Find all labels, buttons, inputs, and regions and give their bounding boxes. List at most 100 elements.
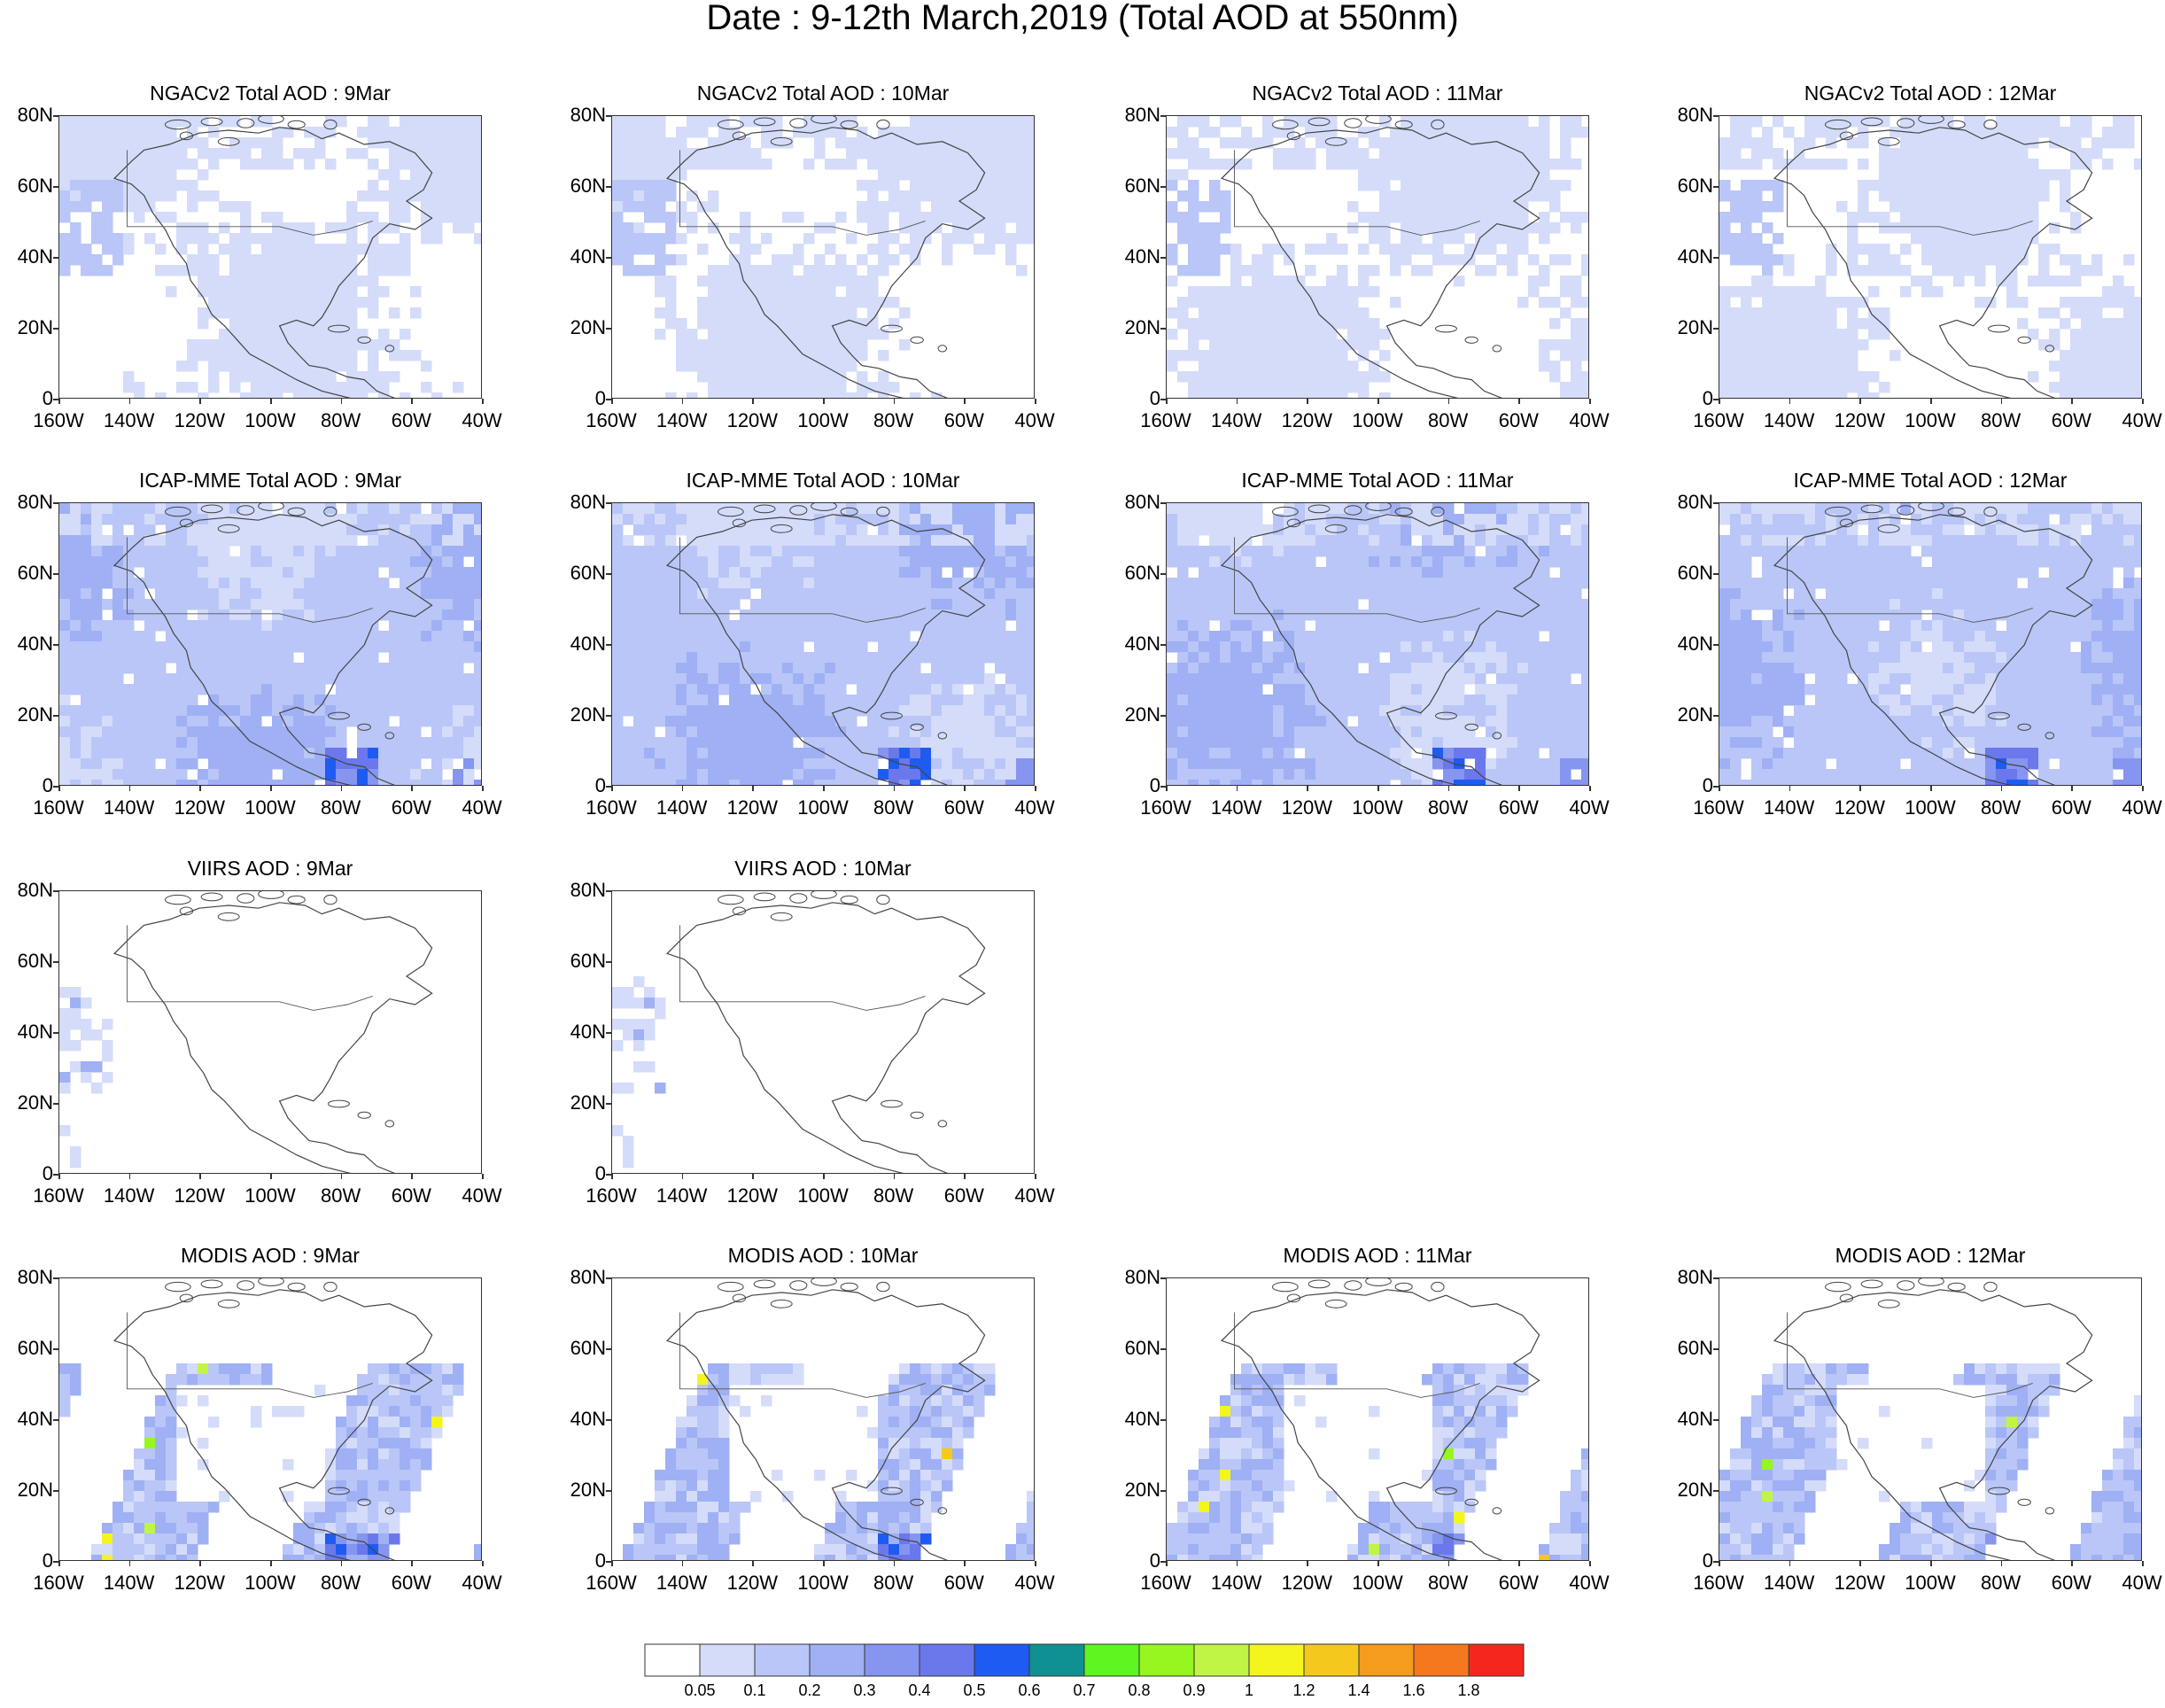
- lat-tick: [53, 502, 58, 504]
- aod-cell: [889, 180, 900, 191]
- aod-cell: [1220, 535, 1231, 547]
- aod-cell: [1401, 201, 1412, 213]
- aod-cell: [984, 758, 996, 770]
- aod-cell: [113, 716, 124, 727]
- aod-cell: [1847, 329, 1858, 340]
- aod-cell: [814, 254, 826, 266]
- aod-cell: [1815, 159, 1827, 170]
- aod-cell: [782, 631, 794, 642]
- aod-cell: [750, 371, 762, 383]
- aod-cell: [431, 663, 443, 674]
- aod-cell: [463, 758, 475, 770]
- aod-cell: [910, 127, 921, 138]
- aod-cell: [846, 339, 857, 351]
- aod-cell: [166, 190, 177, 202]
- aod-cell: [240, 159, 252, 170]
- aod-cell: [984, 514, 996, 525]
- aod-cell: [772, 382, 783, 393]
- aod-cell: [463, 748, 475, 759]
- aod-cell: [240, 297, 252, 308]
- aod-cell: [942, 588, 953, 600]
- aod-cell: [1751, 371, 1763, 383]
- aod-cell: [814, 609, 826, 621]
- aod-cell: [389, 695, 400, 706]
- aod-cell: [314, 361, 326, 372]
- aod-cell: [772, 588, 783, 600]
- aod-cell: [442, 588, 454, 600]
- aod-cell: [113, 684, 124, 695]
- aod-cell: [261, 705, 273, 717]
- aod-cell: [293, 286, 305, 298]
- aod-cell: [772, 631, 783, 642]
- aod-cell: [920, 127, 932, 138]
- aod-cell: [974, 578, 985, 589]
- aod-cell: [963, 212, 974, 223]
- aod-cell: [378, 503, 390, 515]
- aod-cell: [208, 631, 220, 642]
- aod-cell: [846, 392, 857, 399]
- aod-cell: [899, 159, 911, 170]
- aod-cell: [676, 758, 687, 770]
- aod-cell: [336, 737, 347, 749]
- aod-cell: [793, 758, 804, 770]
- aod-cell: [1027, 673, 1035, 685]
- aod-cell: [113, 127, 124, 138]
- aod-cell: [952, 503, 964, 515]
- aod-cell: [665, 148, 677, 159]
- aod-cell: [336, 695, 347, 706]
- aod-cell: [368, 663, 379, 674]
- aod-cell: [867, 276, 879, 287]
- aod-cell: [187, 567, 198, 578]
- aod-cell: [389, 769, 400, 780]
- aod-cell: [1305, 329, 1316, 340]
- aod-cell: [814, 329, 826, 340]
- aod-cell: [410, 695, 422, 706]
- aod-cell: [463, 535, 475, 547]
- aod-cell: [1337, 339, 1348, 351]
- map-panel: [611, 502, 1035, 786]
- aod-cell: [155, 620, 167, 632]
- aod-cell: [1741, 392, 1752, 399]
- aod-cell: [814, 148, 826, 159]
- aod-cell: [665, 780, 677, 786]
- aod-cell: [431, 127, 443, 138]
- aod-cell: [1358, 148, 1370, 159]
- aod-cell: [878, 350, 889, 361]
- lon-tick-label: 60W: [376, 409, 446, 432]
- aod-cell: [272, 222, 283, 234]
- aod-cell: [81, 726, 92, 738]
- aod-cell: [123, 556, 135, 568]
- aod-cell: [857, 148, 868, 159]
- aod-cell: [718, 148, 730, 159]
- aod-cell: [453, 769, 464, 780]
- aod-cell: [644, 514, 656, 525]
- aod-cell: [421, 737, 432, 749]
- aod-cell: [995, 599, 1006, 610]
- aod-cell: [1730, 244, 1742, 255]
- aod-cell: [304, 276, 315, 287]
- aod-cell: [91, 769, 103, 780]
- aod-cell: [70, 546, 81, 557]
- aod-cell: [835, 265, 847, 276]
- aod-cell: [803, 276, 815, 287]
- lat-tick-label: 60N: [1107, 175, 1160, 198]
- aod-cell: [867, 631, 879, 642]
- aod-cell: [633, 233, 645, 245]
- aod-cell: [431, 705, 443, 717]
- aod-cell: [219, 599, 230, 610]
- aod-cell: [878, 201, 889, 213]
- aod-cell: [1496, 212, 1508, 223]
- aod-cell: [59, 190, 71, 202]
- aod-cell: [378, 514, 390, 525]
- aod-cell: [2091, 329, 2103, 340]
- aod-cell: [1369, 212, 1380, 223]
- aod-cell: [1751, 254, 1763, 266]
- aod-cell: [144, 524, 156, 536]
- lon-tick: [270, 399, 272, 404]
- aod-cell: [155, 127, 167, 138]
- aod-cell: [782, 599, 794, 610]
- aod-cell: [113, 201, 124, 213]
- aod-cell: [431, 222, 443, 234]
- aod-cell: [899, 127, 911, 138]
- aod-cell: [293, 769, 305, 780]
